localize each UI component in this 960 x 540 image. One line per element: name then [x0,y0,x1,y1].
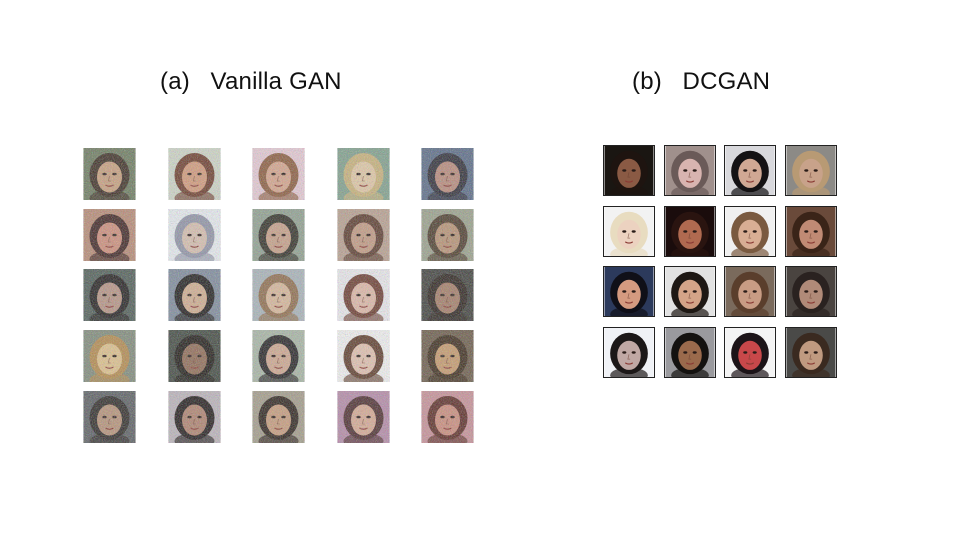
vanilla-sample-image [168,209,221,261]
vanilla-sample-image [83,209,136,261]
panel-a-label: (a) [160,68,190,95]
vanilla-sample-image [337,148,390,200]
dcgan-sample-image [603,206,655,257]
vanilla-sample-image [252,391,305,443]
vanilla-sample-image [252,330,305,382]
dcgan-sample-image [785,145,837,196]
vanilla-sample-image [252,269,305,321]
dcgan-sample-image [724,206,776,257]
vanilla-sample-image [421,391,474,443]
vanilla-sample-image [83,391,136,443]
vanilla-sample-image [337,391,390,443]
vanilla-sample-image [83,269,136,321]
dcgan-sample-image [785,327,837,378]
panel-b-title: (b) DCGAN [632,68,770,96]
panel-a-name: Vanilla GAN [210,68,342,95]
vanilla-sample-image [421,148,474,200]
dcgan-sample-image [785,266,837,317]
vanilla-sample-image [421,269,474,321]
vanilla-sample-image [421,209,474,261]
dcgan-sample-image [724,327,776,378]
dcgan-sample-image [664,266,716,317]
vanilla-sample-image [83,148,136,200]
dcgan-sample-image [664,327,716,378]
vanilla-sample-image [337,209,390,261]
panel-a-title: (a) Vanilla GAN [160,68,342,96]
vanilla-sample-image [168,148,221,200]
vanilla-sample-image [168,391,221,443]
panel-b-name: DCGAN [682,68,771,95]
vanilla-sample-image [168,330,221,382]
dcgan-sample-image [785,206,837,257]
dcgan-sample-image [603,266,655,317]
vanilla-sample-image [252,148,305,200]
dcgan-sample-image [724,145,776,196]
vanilla-sample-image [252,209,305,261]
panel-b-label: (b) [632,68,662,95]
dcgan-sample-image [664,145,716,196]
vanilla-sample-image [83,330,136,382]
dcgan-sample-image [664,206,716,257]
vanilla-sample-image [421,330,474,382]
vanilla-sample-image [337,330,390,382]
dcgan-sample-image [603,327,655,378]
dcgan-sample-image [724,266,776,317]
vanilla-sample-image [168,269,221,321]
vanilla-sample-image [337,269,390,321]
dcgan-sample-image [603,145,655,196]
